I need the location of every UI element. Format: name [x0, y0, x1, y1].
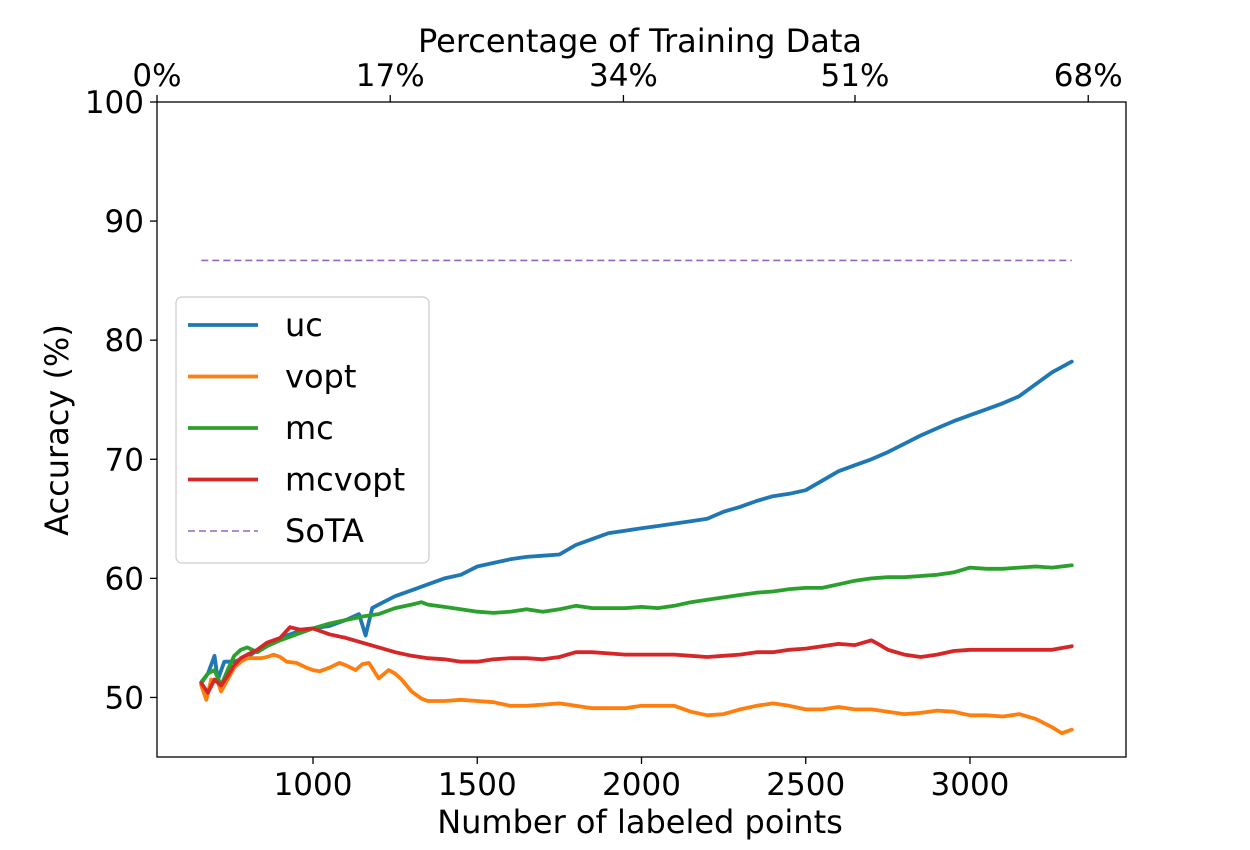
y-tick-label: 90: [105, 204, 144, 240]
top-tick-label: 0%: [132, 58, 181, 94]
series-layer: [199, 259, 1074, 736]
series-line-mc: [199, 563, 1074, 688]
top-axis-ticks: 0% 17% 34% 51% 68%: [132, 58, 1123, 102]
x-tick-label: 2000: [602, 767, 681, 803]
legend: uc vopt mc mcvopt SoTA: [175, 296, 430, 564]
x-axis-title: Number of labeled points: [437, 803, 843, 841]
legend-box: [175, 296, 430, 564]
y-tick-label: 60: [105, 561, 144, 597]
x-tick-label: 1500: [438, 767, 517, 803]
x-tick-label: 1000: [274, 767, 353, 803]
top-tick-label: 68%: [1054, 58, 1123, 94]
y-tick-label: 70: [105, 442, 144, 478]
y-axis-title: Accuracy (%): [38, 324, 76, 536]
x-tick-label: 3000: [931, 767, 1010, 803]
y-axis-ticks: 50 60 70 80 90 100: [85, 85, 157, 716]
legend-label-sota: SoTA: [285, 512, 364, 550]
y-tick-label: 100: [85, 85, 144, 121]
series-line-vopt: [199, 652, 1074, 736]
top-tick-label: 17%: [356, 58, 425, 94]
y-tick-label: 80: [105, 323, 144, 359]
x-tick-label: 2500: [766, 767, 845, 803]
legend-label-vopt: vopt: [285, 358, 356, 396]
legend-label-mcvopt: mcvopt: [285, 461, 405, 499]
series-line-mcvopt: [199, 625, 1074, 695]
top-axis-title: Percentage of Training Data: [418, 22, 862, 60]
top-tick-label: 51%: [821, 58, 890, 94]
legend-label-uc: uc: [285, 306, 323, 344]
legend-label-mc: mc: [285, 409, 334, 447]
x-axis-ticks: 1000 1500 2000 2500 3000: [274, 757, 1010, 803]
top-tick-label: 34%: [589, 58, 658, 94]
y-tick-label: 50: [105, 680, 144, 716]
